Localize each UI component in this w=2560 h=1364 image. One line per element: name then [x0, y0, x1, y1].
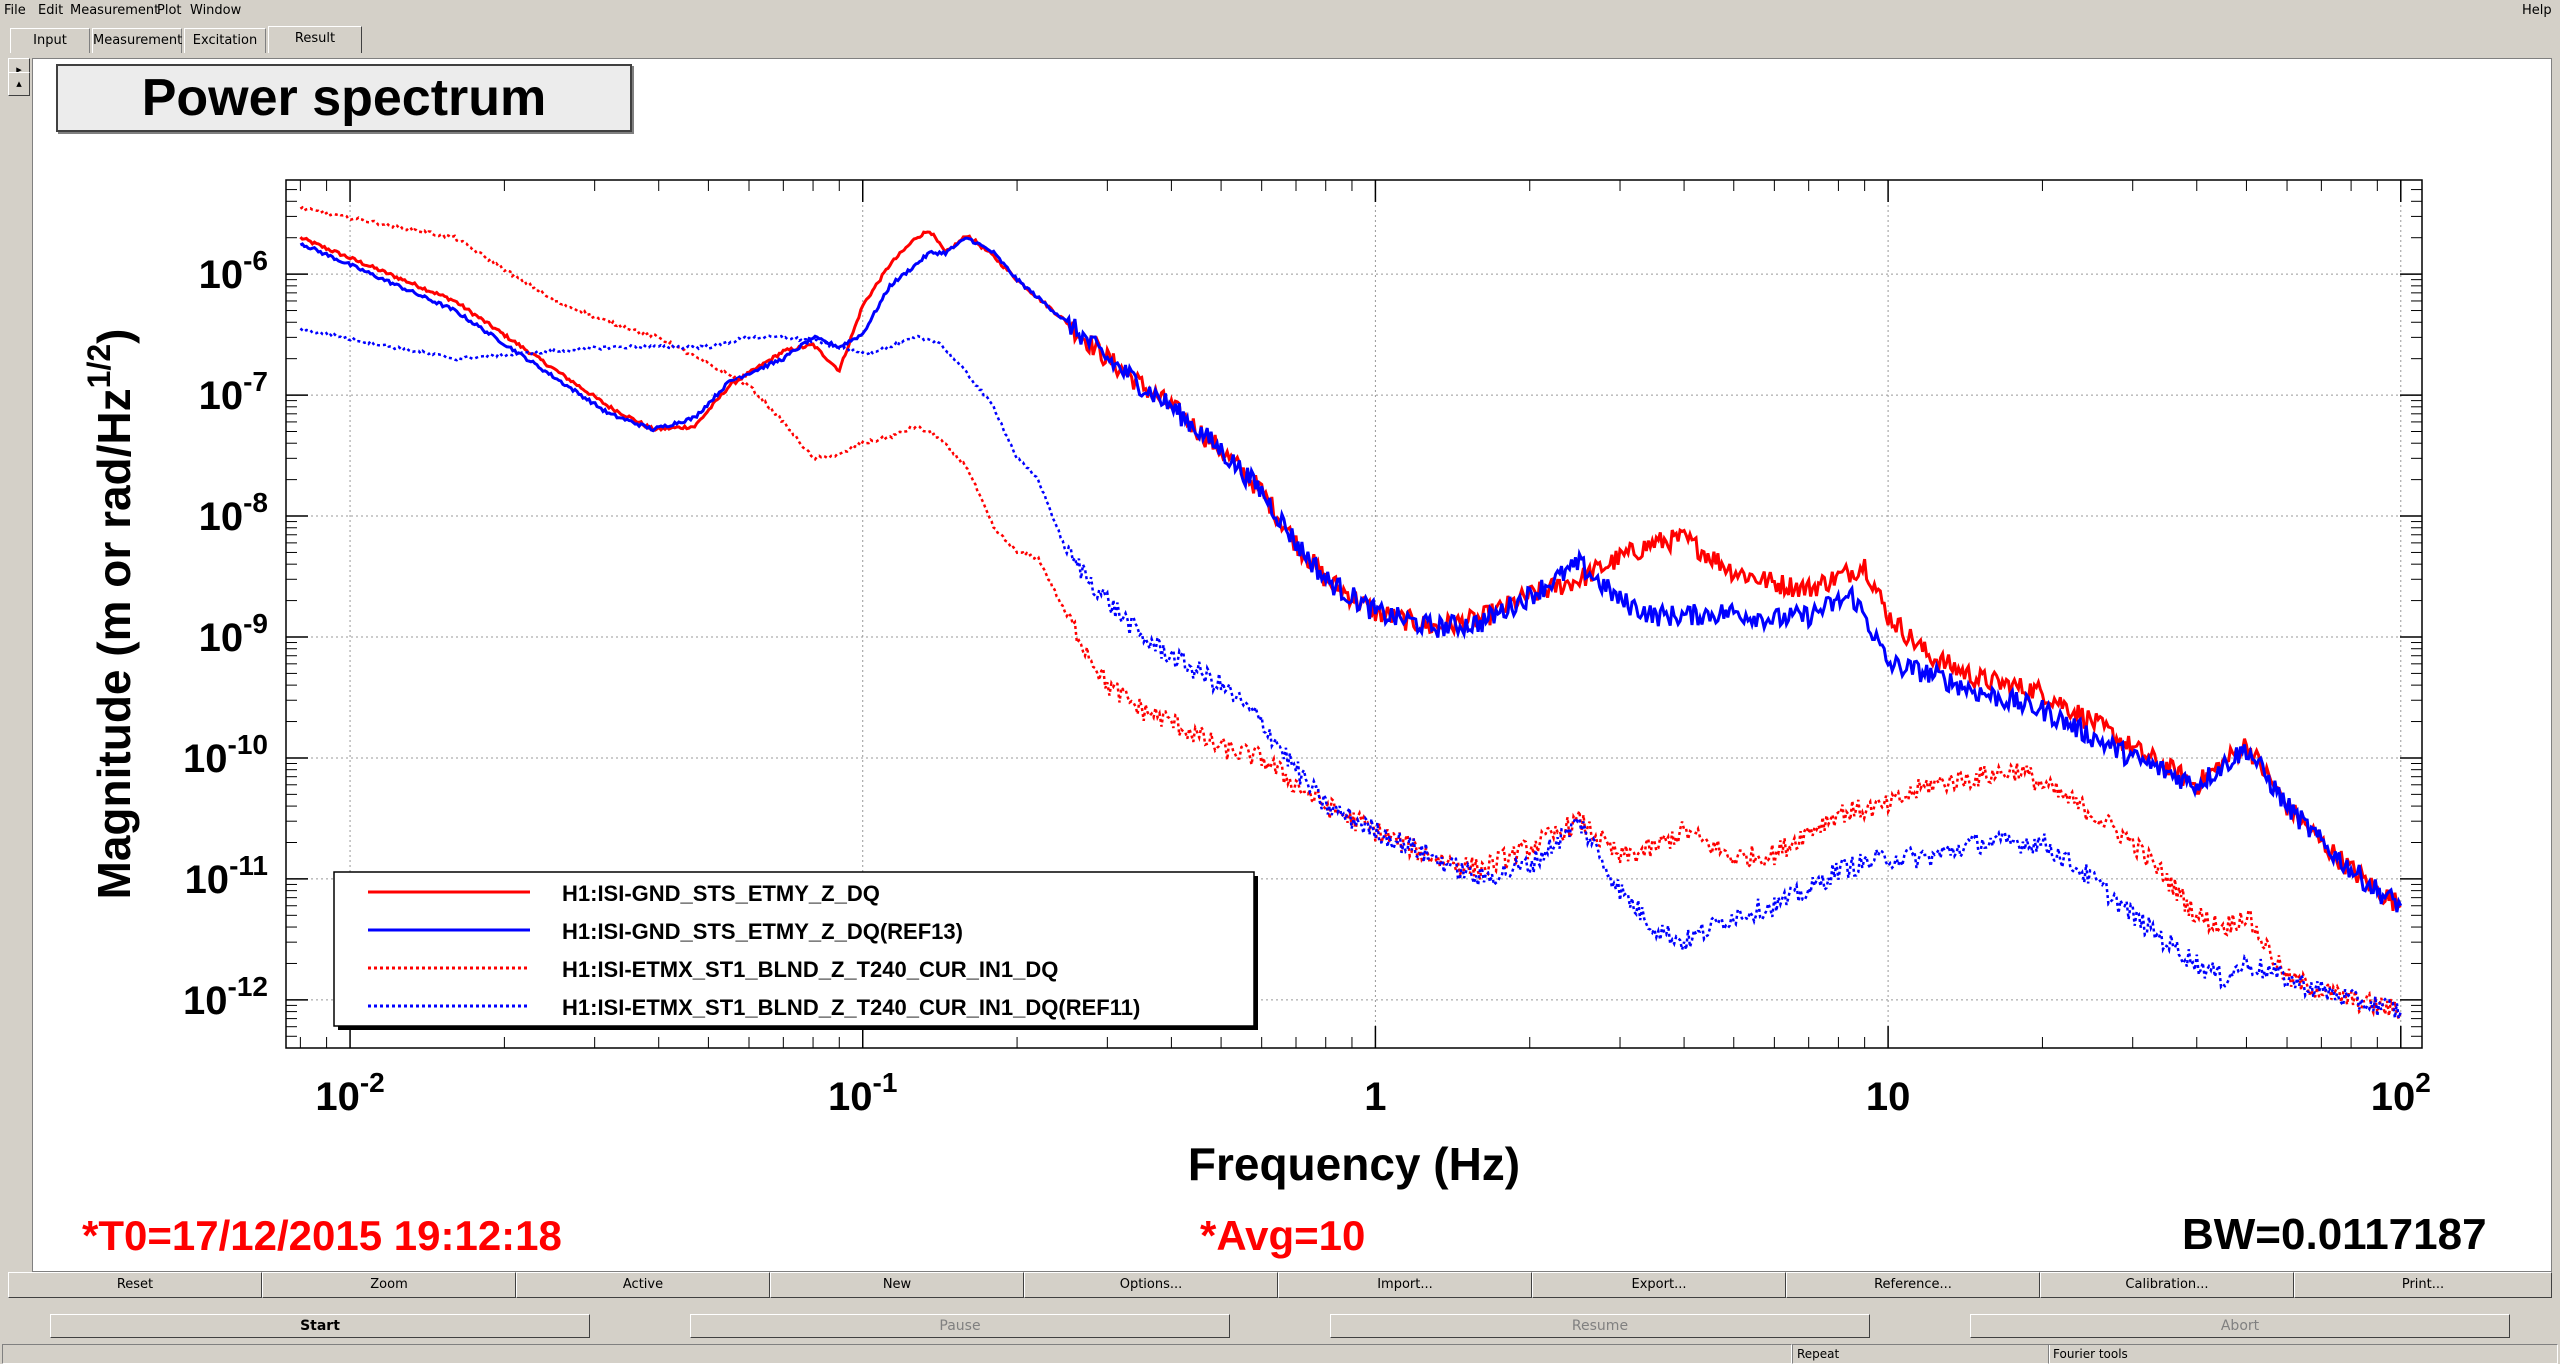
series-line-1: [299, 230, 2402, 912]
menu-file[interactable]: File: [4, 3, 26, 18]
new-button[interactable]: New: [770, 1272, 1024, 1298]
legend-entry: H1:ISI-GND_STS_ETMY_Z_DQ(REF13): [562, 919, 963, 944]
y-tick-label: 10-7: [199, 366, 268, 418]
menu-window[interactable]: Window: [190, 3, 242, 18]
status-cell-main: [2, 1344, 1792, 1364]
export-button[interactable]: Export...: [1532, 1272, 1786, 1298]
import-button[interactable]: Import...: [1278, 1272, 1532, 1298]
legend-entry: H1:ISI-ETMX_ST1_BLND_Z_T240_CUR_IN1_DQ: [562, 957, 1058, 982]
resume-button[interactable]: Resume: [1330, 1314, 1870, 1338]
y-tick-label: 10-12: [183, 971, 268, 1023]
zoom-button[interactable]: Zoom: [262, 1272, 516, 1298]
t0-label: *T0=17/12/2015 19:12:18: [82, 1212, 562, 1259]
x-tick-label: 10-1: [828, 1067, 897, 1119]
plot-title: Power spectrum: [141, 69, 547, 127]
menu-help[interactable]: Help: [2522, 3, 2552, 18]
options-button[interactable]: Options...: [1024, 1272, 1278, 1298]
active-button[interactable]: Active: [516, 1272, 770, 1298]
legend-entry: H1:ISI-GND_STS_ETMY_Z_DQ: [562, 881, 880, 906]
scroll-up-icon[interactable]: ▴: [8, 72, 30, 96]
start-button[interactable]: Start: [50, 1314, 590, 1338]
tab-bar: Input Measurement Excitation Result: [0, 26, 2560, 54]
y-tick-label: 10-9: [199, 608, 268, 660]
x-tick-label: 1: [1364, 1075, 1386, 1119]
status-repeat: Repeat: [1792, 1344, 2050, 1364]
abort-button[interactable]: Abort: [1970, 1314, 2510, 1338]
reset-button[interactable]: Reset: [8, 1272, 262, 1298]
series-line-4: [299, 327, 2402, 1019]
tab-measurement[interactable]: Measurement: [92, 28, 182, 53]
status-fourier-tools: Fourier tools: [2048, 1344, 2558, 1364]
avg-label: *Avg=10: [1200, 1212, 1366, 1259]
menu-measurement[interactable]: Measurement: [70, 3, 160, 18]
status-bar: Repeat Fourier tools: [0, 1342, 2560, 1364]
menu-bar: File Edit Measurement Plot Window Help: [0, 0, 2560, 22]
x-axis-label: Frequency (Hz): [1188, 1138, 1520, 1190]
y-axis-label: Magnitude (m or rad/Hz1/2): [81, 329, 140, 900]
reference-button[interactable]: Reference...: [1786, 1272, 2040, 1298]
tab-result[interactable]: Result: [268, 26, 362, 53]
y-tick-label: 10-11: [185, 850, 268, 902]
x-tick-label: 10: [1866, 1075, 1911, 1119]
tab-input[interactable]: Input: [10, 28, 90, 53]
legend-entry: H1:ISI-ETMX_ST1_BLND_Z_T240_CUR_IN1_DQ(R…: [562, 995, 1140, 1020]
plot-title-box: Power spectrum: [56, 64, 632, 132]
series-line-2: [299, 236, 2403, 913]
legend-box: [333, 871, 1255, 1027]
y-tick-label: 10-10: [183, 729, 268, 781]
bandwidth-label: BW=0.0117187: [2182, 1210, 2487, 1259]
menu-plot[interactable]: Plot: [157, 3, 182, 18]
print-button[interactable]: Print...: [2294, 1272, 2552, 1298]
x-tick-label: 10-2: [315, 1067, 384, 1119]
menu-edit[interactable]: Edit: [38, 3, 64, 18]
x-tick-label: 102: [2371, 1067, 2431, 1119]
pause-button[interactable]: Pause: [690, 1314, 1230, 1338]
tab-excitation[interactable]: Excitation: [184, 28, 266, 53]
calibration-button[interactable]: Calibration...: [2040, 1272, 2294, 1298]
y-tick-label: 10-8: [199, 487, 268, 539]
y-tick-label: 10-6: [199, 245, 268, 297]
